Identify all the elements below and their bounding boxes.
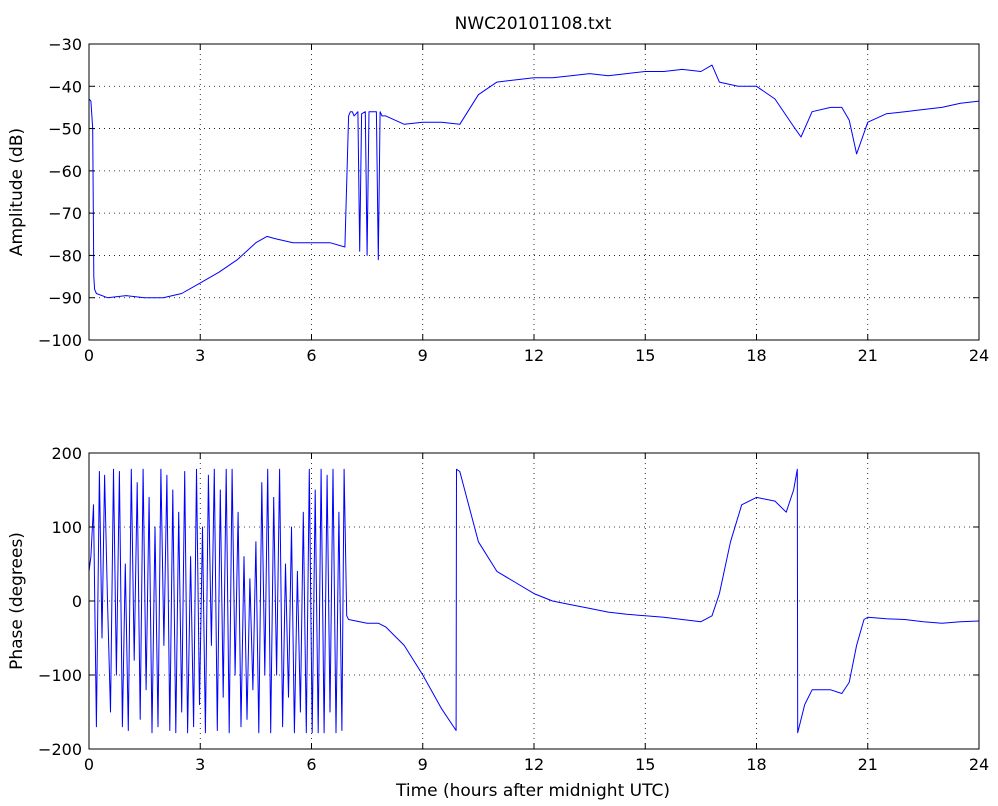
phase-x-tick-label: 15 (635, 755, 655, 774)
amplitude-series (88, 64, 980, 299)
amplitude-x-tick-label: 24 (969, 346, 989, 365)
amplitude-y-tick-label: −40 (48, 77, 82, 96)
amplitude-panel: NWC20101108.txt 0 3 6 9 12 15 18 21 24 −100 −90 −80… (7, 14, 989, 365)
amplitude-grid (89, 44, 979, 340)
amplitude-x-tick-label: 15 (635, 346, 655, 365)
amplitude-x-tick-label: 18 (746, 346, 766, 365)
amplitude-y-tick-label: −90 (48, 289, 82, 308)
x-axis-label: Time (hours after midnight UTC) (395, 781, 670, 801)
amplitude-series-line (88, 64, 980, 299)
phase-y-tick-label: −100 (38, 666, 82, 685)
amplitude-y-axis-label: Amplitude (dB) (7, 128, 27, 256)
amplitude-axes-frame (88, 43, 980, 341)
amplitude-x-tick-label: 21 (858, 346, 878, 365)
amplitude-x-tick-label: 3 (195, 346, 205, 365)
phase-x-tick-label: 18 (746, 755, 766, 774)
amplitude-y-tick-label: −50 (48, 120, 82, 139)
phase-axes-frame (88, 452, 980, 750)
phase-panel: 0 3 6 9 12 15 18 21 24 −200 −100 0 100 200 Phase (deg… (7, 444, 989, 801)
phase-x-tick-label: 9 (418, 755, 428, 774)
phase-ticks: 0 3 6 9 12 15 18 21 24 −200 −100 0 100 200 (38, 444, 989, 774)
amplitude-y-tick-label: −60 (48, 162, 82, 181)
amplitude-x-tick-label: 6 (306, 346, 316, 365)
amplitude-y-tick-label: −70 (48, 204, 82, 223)
phase-y-tick-label: −200 (38, 740, 82, 759)
phase-x-tick-label: 0 (84, 755, 94, 774)
amplitude-y-tick-label: −80 (48, 246, 82, 265)
phase-x-tick-label: 12 (524, 755, 544, 774)
phase-x-tick-label: 21 (858, 755, 878, 774)
amplitude-x-tick-label: 12 (524, 346, 544, 365)
phase-y-tick-label: 100 (51, 518, 82, 537)
amplitude-y-tick-label: −100 (38, 331, 82, 350)
phase-x-tick-label: 24 (969, 755, 989, 774)
phase-x-tick-label: 6 (306, 755, 316, 774)
phase-y-tick-label: 200 (51, 444, 82, 463)
amplitude-ticks: 0 3 6 9 12 15 18 21 24 −100 −90 −80 −70 −60 −50 −40 −30 (38, 35, 989, 365)
amplitude-y-tick-label: −30 (48, 35, 82, 54)
phase-x-tick-label: 3 (195, 755, 205, 774)
phase-y-axis-label: Phase (degrees) (7, 532, 27, 670)
amplitude-x-tick-label: 9 (418, 346, 428, 365)
amplitude-x-tick-label: 0 (84, 346, 94, 365)
phase-y-tick-label: 0 (72, 592, 82, 611)
phase-grid (89, 453, 979, 749)
phase-series-line (88, 468, 980, 734)
phase-series (88, 468, 980, 734)
chart-title: NWC20101108.txt (455, 14, 612, 34)
